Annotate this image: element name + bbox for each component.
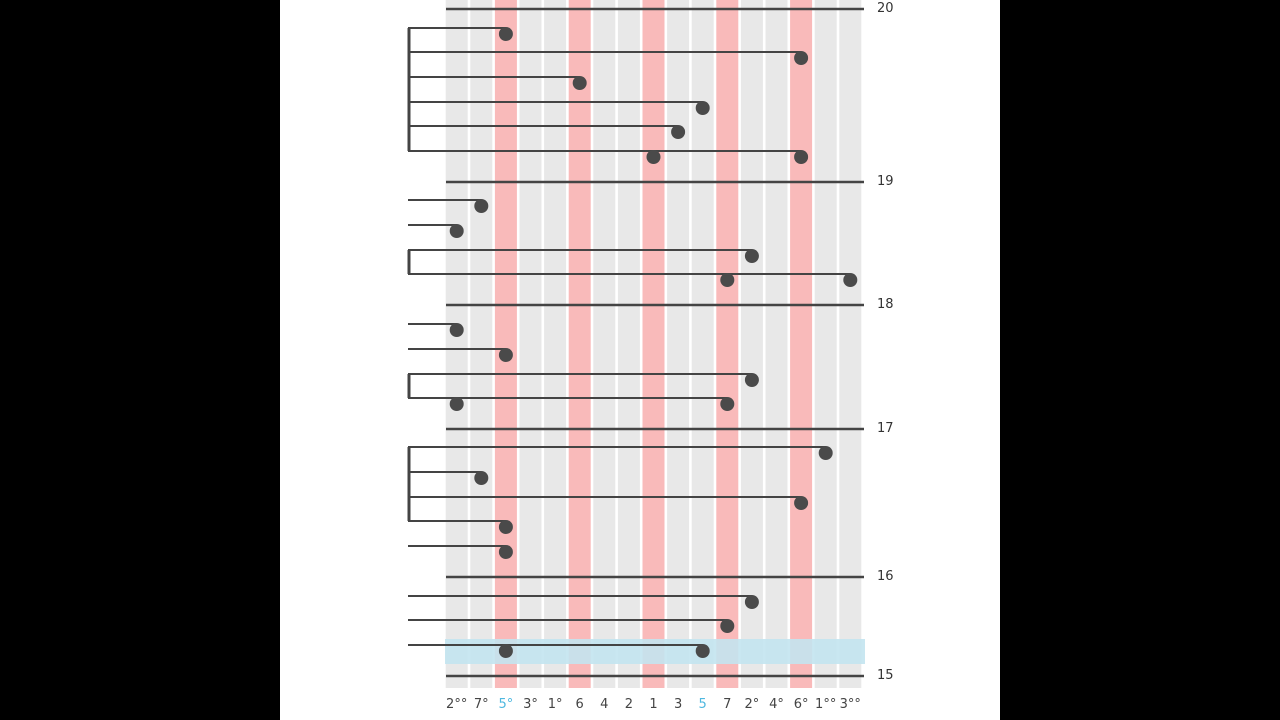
note-dot[interactable] <box>794 496 809 510</box>
note-dot[interactable] <box>695 101 710 115</box>
note-dot[interactable] <box>671 125 686 139</box>
measure-number: 17 <box>877 421 894 436</box>
note-dot[interactable] <box>744 373 759 387</box>
column-stripe <box>568 0 591 688</box>
column-stripe <box>667 0 690 688</box>
column-label[interactable]: 7° <box>473 697 489 712</box>
note-dot[interactable] <box>498 545 513 559</box>
column-stripe <box>814 0 837 688</box>
note-dot[interactable] <box>818 446 833 460</box>
measure-number: 20 <box>877 1 894 16</box>
column-label[interactable]: 2°° <box>446 697 468 712</box>
column-label[interactable]: 3°° <box>839 697 861 712</box>
column-stripe <box>642 0 665 688</box>
column-stripe <box>445 0 468 688</box>
measure-number: 19 <box>877 174 894 189</box>
column-stripe <box>593 0 616 688</box>
column-label[interactable]: 6 <box>575 697 584 712</box>
note-dot[interactable] <box>474 471 489 485</box>
column-label[interactable]: 4° <box>769 697 784 712</box>
column-stripe <box>494 0 517 688</box>
note-dot[interactable] <box>794 150 809 164</box>
highlight-row <box>445 639 865 664</box>
note-dot[interactable] <box>474 199 489 213</box>
column-label[interactable]: 5° <box>494 693 518 715</box>
column-stripe <box>470 0 493 688</box>
column-label[interactable]: 3° <box>523 697 538 712</box>
column-stripe <box>839 0 862 688</box>
note-dot[interactable] <box>449 397 464 411</box>
measure-number: 18 <box>877 297 894 312</box>
column-label[interactable]: 1 <box>649 697 658 712</box>
column-stripe <box>691 0 714 688</box>
column-stripe <box>544 0 567 688</box>
note-dot[interactable] <box>449 323 464 337</box>
note-dot[interactable] <box>720 273 735 287</box>
column-label[interactable]: 7 <box>723 697 732 712</box>
note-dot[interactable] <box>720 619 735 633</box>
column-label[interactable]: 6° <box>793 697 809 712</box>
column-label[interactable]: 1° <box>547 697 563 712</box>
measure-number: 16 <box>877 569 894 584</box>
column-label[interactable]: 2° <box>744 697 760 712</box>
column-label[interactable]: 4 <box>600 697 609 712</box>
note-dot[interactable] <box>843 273 858 287</box>
note-dot[interactable] <box>695 644 710 658</box>
column-label[interactable]: 1°° <box>815 697 837 712</box>
column-stripe <box>716 0 739 688</box>
tablature-view: 2°° 7° 5° 3° 1° 6 4 2 1 3 5 7 2° 4° 6° 1°° 3°° 20 19 18 17 16… <box>280 0 1000 720</box>
note-dot[interactable] <box>720 397 735 411</box>
column-label[interactable]: 2 <box>624 697 634 712</box>
note-dot[interactable] <box>498 27 513 41</box>
note-dot[interactable] <box>646 150 661 164</box>
note-dot[interactable] <box>449 224 464 238</box>
note-dot[interactable] <box>498 348 513 362</box>
column-label[interactable]: 5 <box>691 693 715 715</box>
column-stripe <box>740 0 763 688</box>
measure-number: 15 <box>877 668 894 683</box>
note-grid <box>407 0 865 688</box>
column-label[interactable]: 3 <box>673 697 683 712</box>
note-dot[interactable] <box>572 76 587 90</box>
column-stripe <box>790 0 813 688</box>
note-dot[interactable] <box>498 644 513 658</box>
note-dot[interactable] <box>744 595 759 609</box>
note-dot[interactable] <box>794 51 809 65</box>
column-stripe <box>765 0 788 688</box>
column-stripe <box>519 0 542 688</box>
column-stripe <box>617 0 640 688</box>
note-dot[interactable] <box>498 520 513 534</box>
note-dot[interactable] <box>744 249 759 263</box>
